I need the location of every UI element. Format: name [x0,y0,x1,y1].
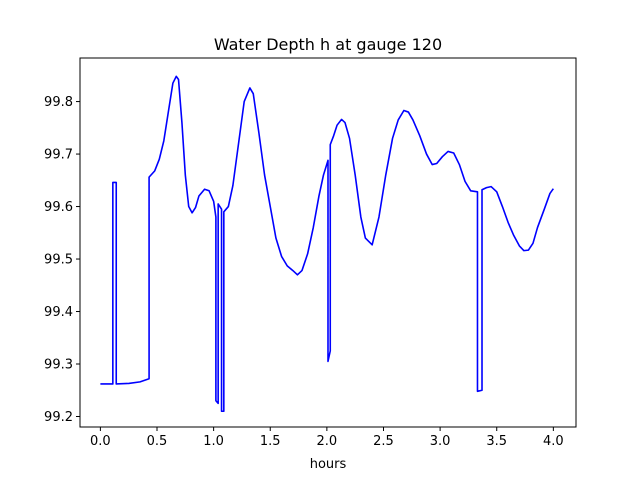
axes: 0.0 0.5 1.0 1.5 2.0 2.5 3.0 3.5 4.0 99.2 99.3 99.4 9… [44,95,564,449]
x-tick-label: 1.5 [260,434,281,449]
y-tick-label: 99.6 [44,200,73,215]
y-tick-label: 99.2 [44,410,73,425]
plot-frame [79,57,577,428]
x-tick-label: 2.5 [373,434,394,449]
y-tick-label: 99.8 [44,95,73,110]
series-layer [100,75,554,413]
x-axis-label: hours [310,457,347,472]
chart-title: Water Depth h at gauge 120 [214,35,442,54]
y-tick-label: 99.3 [44,358,73,373]
y-tick-label: 99.5 [44,253,73,268]
x-tick-label: 0.5 [147,434,168,449]
x-tick-label: 3.0 [430,434,451,449]
x-tick-label: 4.0 [543,434,564,449]
x-tick-label: 1.0 [203,434,224,449]
x-tick-label: 0.0 [90,434,111,449]
x-tick-label: 2.0 [317,434,338,449]
water-depth-line [100,75,554,413]
y-tick-label: 99.4 [44,305,73,320]
y-tick-label: 99.7 [44,148,73,163]
x-tick-label: 3.5 [486,434,507,449]
